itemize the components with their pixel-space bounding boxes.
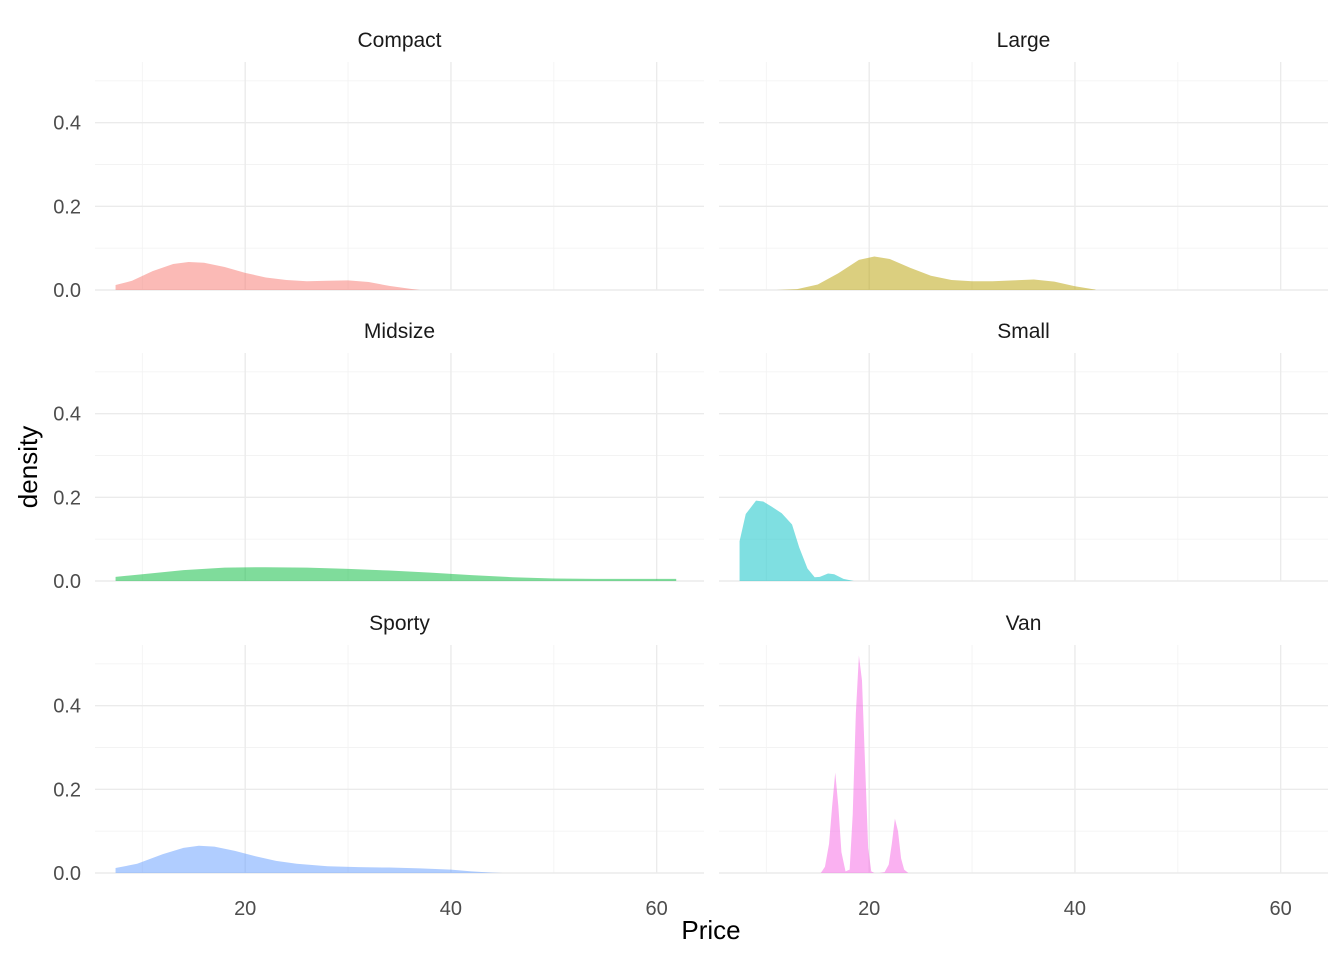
y-tick-label: 0.2: [53, 196, 81, 218]
y-tick-label: 0.2: [53, 487, 81, 509]
panel-van: Van: [719, 612, 1328, 874]
panel-small: Small: [719, 320, 1328, 582]
density-area-compact: [115, 261, 421, 290]
density-area-midsize: [115, 567, 677, 581]
x-tick-label: 20: [234, 898, 256, 920]
density-area-sporty: [115, 845, 503, 873]
y-tick-label: 0.4: [53, 404, 81, 426]
facet-label-van: Van: [1006, 612, 1042, 635]
panel-midsize: Midsize: [95, 320, 704, 582]
x-axis-title: Price: [681, 915, 740, 945]
panel-sporty: Sporty: [95, 612, 704, 874]
density-area-large: [776, 256, 1096, 290]
x-tick-label: 40: [1064, 898, 1086, 920]
y-tick-label: 0.0: [53, 571, 81, 593]
facet-label-compact: Compact: [357, 29, 441, 52]
x-tick-label: 60: [646, 898, 668, 920]
y-tick-label: 0.4: [53, 113, 81, 135]
x-tick-label: 40: [440, 898, 462, 920]
y-tick-label: 0.0: [53, 280, 81, 302]
density-area-van: [820, 655, 909, 873]
facet-label-midsize: Midsize: [364, 320, 435, 343]
y-axis-title: density: [13, 426, 43, 508]
facet-label-large: Large: [997, 29, 1051, 52]
axes: 0.0 0.2 0.4 0.0 0.2 0.4 0.0 0.2 0.4 20 40 60 20 40 60: [53, 113, 1292, 920]
x-tick-label: 20: [858, 898, 880, 920]
y-tick-label: 0.2: [53, 779, 81, 801]
panel-large: Large: [719, 29, 1328, 291]
y-tick-label: 0.0: [53, 863, 81, 885]
density-area-small: [739, 500, 854, 581]
panel-compact: Compact: [95, 29, 704, 291]
facet-label-small: Small: [997, 320, 1050, 343]
x-tick-label: 60: [1270, 898, 1292, 920]
facet-label-sporty: Sporty: [369, 612, 430, 635]
panels: Compact Large Midsize Small Sporty Van: [95, 29, 1328, 874]
y-tick-label: 0.4: [53, 696, 81, 718]
